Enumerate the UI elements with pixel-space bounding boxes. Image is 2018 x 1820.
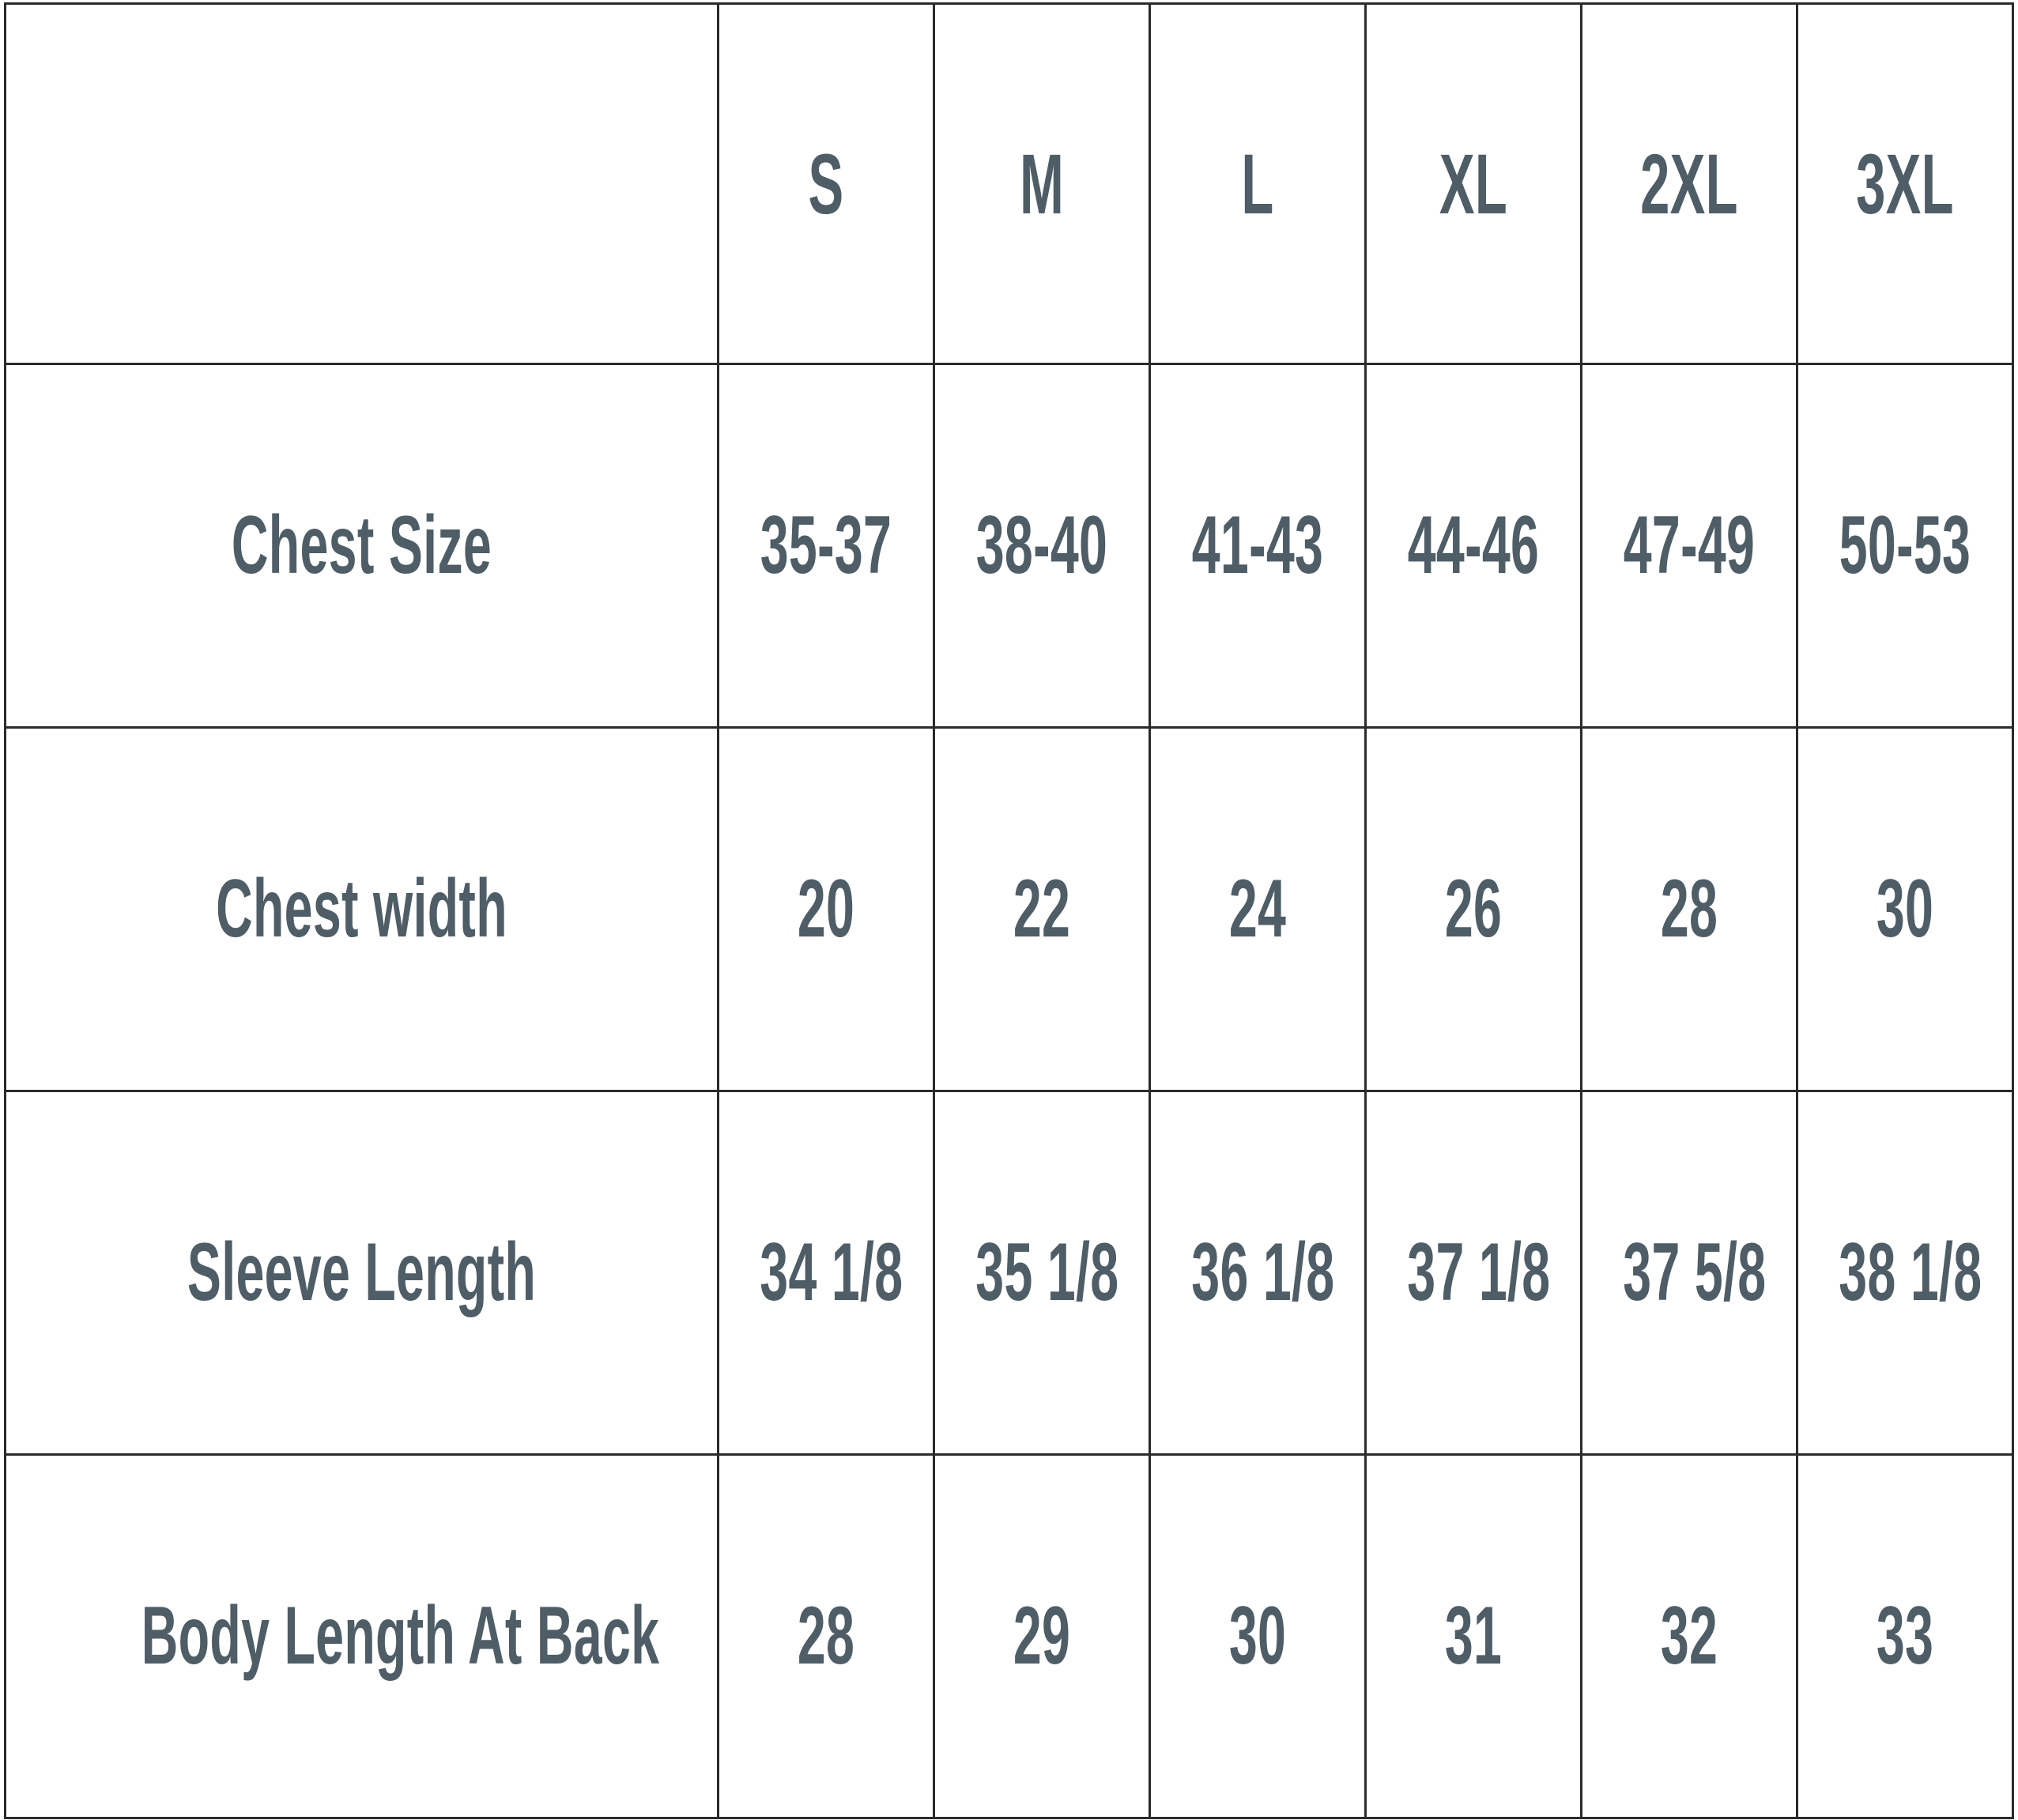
cell-chest-size-xl: 44-46 [1364,363,1582,729]
cell-value: 31 [1444,1589,1503,1682]
row-label-text: Body Length At Back [141,1589,660,1682]
cell-body-length-2xl: 32 [1580,1453,1798,1819]
cell-body-length-m: 29 [933,1453,1151,1819]
size-header-l: L [1149,2,1367,365]
cell-value: 30 [1876,862,1934,955]
table-row-body-length-at-back: Body Length At Back 28 29 30 31 32 [4,1453,2014,1819]
cell-chest-size-2xl: 47-49 [1580,363,1798,729]
cell-chest-width-xl: 26 [1364,726,1582,1092]
size-header-s: S [717,2,935,365]
row-label-sleeve-length: Sleeve Length [4,1090,719,1456]
cell-chest-size-m: 38-40 [933,363,1151,729]
cell-body-length-xl: 31 [1364,1453,1582,1819]
row-label-body-length-at-back: Body Length At Back [4,1453,719,1819]
cell-chest-width-3xl: 30 [1796,726,2014,1092]
cell-value: 34 1/8 [760,1226,903,1318]
cell-chest-width-s: 20 [717,726,935,1092]
cell-sleeve-length-s: 34 1/8 [717,1090,935,1456]
cell-sleeve-length-xl: 37 1/8 [1364,1090,1582,1456]
cell-value: 28 [1660,862,1718,955]
table-row-sleeve-length: Sleeve Length 34 1/8 35 1/8 36 1/8 37 1/… [4,1090,2014,1456]
row-label-text: Sleeve Length [187,1226,537,1318]
cell-value: 20 [797,862,855,955]
cell-value: 29 [1013,1589,1071,1682]
cell-value: 35 1/8 [975,1226,1119,1318]
table-header-row: S M L XL 2XL 3XL [4,2,2014,365]
cell-value: 33 [1876,1589,1934,1682]
cell-body-length-l: 30 [1149,1453,1367,1819]
row-label-chest-width: Chest width [4,726,719,1092]
cell-sleeve-length-m: 35 1/8 [933,1090,1151,1456]
cell-chest-size-s: 35-37 [717,363,935,729]
cell-value: 47-49 [1623,499,1756,591]
cell-sleeve-length-3xl: 38 1/8 [1796,1090,2014,1456]
cell-value: 26 [1444,862,1503,955]
cell-value: 41-43 [1191,499,1324,591]
cell-value: 44-46 [1407,499,1540,591]
cell-chest-width-l: 24 [1149,726,1367,1092]
size-header-label: 2XL [1640,135,1738,232]
cell-value: 37 1/8 [1407,1226,1551,1318]
size-header-2xl: 2XL [1580,2,1798,365]
cell-body-length-3xl: 33 [1796,1453,2014,1819]
cell-value: 37 5/8 [1623,1226,1767,1318]
cell-value: 35-37 [760,499,892,591]
cell-chest-size-l: 41-43 [1149,363,1367,729]
size-header-label: XL [1439,135,1508,232]
cell-value: 36 1/8 [1191,1226,1335,1318]
cell-value: 30 [1228,1589,1287,1682]
cell-value: 38-40 [975,499,1108,591]
cell-chest-width-2xl: 28 [1580,726,1798,1092]
size-chart-table: S M L XL 2XL 3XL [4,2,2014,1819]
table-row-chest-size: Chest Size 35-37 38-40 41-43 44-46 47-49 [4,363,2014,729]
cell-body-length-s: 28 [717,1453,935,1819]
cell-chest-width-m: 22 [933,726,1151,1092]
size-header-3xl: 3XL [1796,2,2014,365]
cell-value: 50-53 [1839,499,1971,591]
cell-sleeve-length-2xl: 37 5/8 [1580,1090,1798,1456]
row-label-chest-size: Chest Size [4,363,719,729]
size-header-label: M [1019,135,1065,232]
size-header-label: 3XL [1856,135,1954,232]
cell-value: 22 [1013,862,1071,955]
cell-sleeve-length-l: 36 1/8 [1149,1090,1367,1456]
size-header-m: M [933,2,1151,365]
corner-cell [4,2,719,365]
row-label-text: Chest width [216,862,507,955]
cell-value: 32 [1660,1589,1718,1682]
cell-value: 28 [797,1589,855,1682]
cell-value: 24 [1228,862,1287,955]
size-header-xl: XL [1364,2,1582,365]
table-row-chest-width: Chest width 20 22 24 26 28 30 [4,726,2014,1092]
size-header-label: L [1241,135,1274,232]
size-header-label: S [808,135,844,232]
cell-chest-size-3xl: 50-53 [1796,363,2014,729]
row-label-text: Chest Size [231,499,492,591]
cell-value: 38 1/8 [1839,1226,1982,1318]
